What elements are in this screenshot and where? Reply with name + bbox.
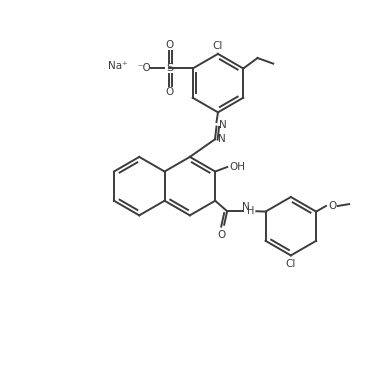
- Text: OH: OH: [230, 162, 246, 172]
- Text: O: O: [328, 201, 337, 211]
- Text: ⁻O: ⁻O: [137, 64, 151, 73]
- Text: Na⁺: Na⁺: [108, 61, 127, 71]
- Text: N: N: [219, 120, 227, 130]
- Text: O: O: [217, 230, 225, 240]
- Text: O: O: [165, 87, 174, 97]
- Text: Cl: Cl: [213, 41, 223, 51]
- Text: N: N: [218, 134, 226, 144]
- Text: H: H: [248, 206, 255, 216]
- Text: N: N: [242, 203, 250, 212]
- Text: Cl: Cl: [286, 259, 296, 270]
- Text: S: S: [166, 64, 173, 73]
- Text: O: O: [165, 40, 174, 50]
